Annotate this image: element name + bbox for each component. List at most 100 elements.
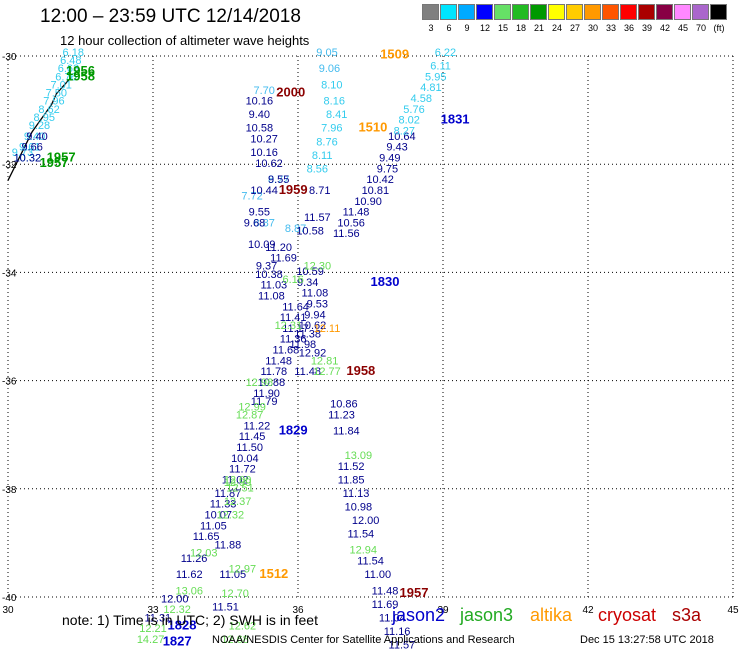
wave-height-value: 9.40 xyxy=(26,131,47,143)
wave-height-value: 5.76 xyxy=(403,104,424,116)
colorbar-swatch xyxy=(674,4,691,20)
colorbar-swatch xyxy=(512,4,529,20)
wave-height-value: 12.32 xyxy=(217,510,245,522)
wave-height-value: 10.16 xyxy=(250,147,278,159)
x-tick-label: 39 xyxy=(437,605,449,616)
wave-height-value: 11.84 xyxy=(333,426,360,438)
colorbar-swatch xyxy=(494,4,511,20)
colorbar-label: 33 xyxy=(605,23,616,33)
wave-height-value: 8.62 xyxy=(38,104,59,116)
colorbar-swatch xyxy=(566,4,583,20)
y-tick-label: -32 xyxy=(2,160,17,171)
wave-height-value: 9.40 xyxy=(24,131,45,143)
colorbar-label: 24 xyxy=(551,23,562,33)
wave-height-value: 11.79 xyxy=(251,396,278,408)
colorbar-label: 27 xyxy=(569,23,580,33)
satellite-jason3: jason3 xyxy=(460,605,514,625)
wave-height-value: 12.51 xyxy=(226,483,254,495)
wave-height-value: 12.87 xyxy=(236,409,264,421)
colorbar-label: 70 xyxy=(695,23,706,33)
colorbar-legend: 3 6 9 12 15 18 21 24 27 30 33 36 39 42 45 70 (ft) xyxy=(422,4,728,38)
wave-height-value: 9.37 xyxy=(256,261,277,273)
wave-height-value: 12.97 xyxy=(229,564,257,576)
wave-height-value: 11.57 xyxy=(389,639,416,650)
pass-time-label: 1829 xyxy=(279,423,308,438)
wave-height-value: 11.00 xyxy=(364,569,391,581)
wave-height-value: 8.71 xyxy=(309,185,330,197)
colorbar-swatch xyxy=(692,4,709,20)
wave-height-value: 10.44 xyxy=(250,185,278,197)
wave-height-value: 8.56 xyxy=(307,163,328,175)
wave-height-value: 7.01 xyxy=(50,79,71,91)
wave-height-value: 12.00 xyxy=(352,515,380,527)
wave-height-value: 9.34 xyxy=(297,277,318,289)
pass-time-label: 1958 xyxy=(66,68,95,83)
wave-height-value: 8.87 xyxy=(285,223,306,235)
wave-height-value: 9.28 xyxy=(29,120,50,132)
wave-height-value: 14.27 xyxy=(137,634,165,646)
wave-height-value: 10.58 xyxy=(296,226,324,238)
footer-source: NOAA/NESDIS Center for Satellite Applica… xyxy=(212,634,515,646)
wave-height-value: 11.87 xyxy=(215,488,242,500)
wave-height-value: 9.55 xyxy=(268,174,289,186)
pass-time-label: 1830 xyxy=(371,274,400,289)
wave-height-value: 11.33 xyxy=(210,499,237,511)
wave-height-value: 10.38 xyxy=(255,269,283,281)
colorbar-label: 36 xyxy=(623,23,634,33)
pass-time-label: 1509 xyxy=(380,47,409,62)
wave-height-value: 10.88 xyxy=(258,377,286,389)
wave-height-value: 9.73 xyxy=(12,147,33,159)
pass-time-label: 1957 xyxy=(39,155,68,170)
wave-height-value: 12.68 xyxy=(221,634,249,646)
y-tick-label: -38 xyxy=(2,485,17,496)
wave-height-value: 12.81 xyxy=(311,355,339,367)
wave-height-value: 10.98 xyxy=(345,501,373,513)
wave-height-value: 9.66 xyxy=(21,142,42,154)
wave-height-value: 11.23 xyxy=(328,409,355,421)
wave-height-value: 11.68 xyxy=(273,345,300,357)
wave-height-value: 7.50 xyxy=(46,88,67,100)
wave-height-value: 8.95 xyxy=(34,112,55,124)
wave-height-value: 12.11 xyxy=(314,323,341,335)
wave-height-value: 11.50 xyxy=(236,442,263,454)
wave-height-value: 6.11 xyxy=(430,61,451,73)
wave-height-value: 12.99 xyxy=(238,401,266,413)
pass-time-label: 1956 xyxy=(66,63,95,78)
wave-height-value: 11.65 xyxy=(193,531,220,543)
wave-height-value: 11.16 xyxy=(384,626,411,638)
satellite-jason2: jason2 xyxy=(392,605,446,625)
wave-height-value: 9.43 xyxy=(386,142,407,154)
wave-height-value: 11.04 xyxy=(379,612,406,624)
wave-height-value: 12.21 xyxy=(139,623,167,635)
wave-height-value: 12.62 xyxy=(229,620,257,632)
pass-time-label: 1958 xyxy=(346,363,375,378)
wave-height-value: 8.27 xyxy=(394,125,415,137)
colorbar-swatch xyxy=(548,4,565,20)
wave-height-value: 10.27 xyxy=(250,134,278,146)
wave-height-value: 10.04 xyxy=(231,453,259,465)
colorbar-swatch xyxy=(602,4,619,20)
wave-height-value: 6.22 xyxy=(435,47,456,59)
wave-height-value: 12.31 xyxy=(275,320,303,332)
wave-height-value: 11.38 xyxy=(294,328,321,340)
pass-time-label: 1957 xyxy=(47,149,76,164)
pass-time-label: 1831 xyxy=(441,112,470,127)
note-text: note: 1) Time is in UTC; 2) SWH is in fe… xyxy=(62,612,318,628)
y-tick-label: -36 xyxy=(2,377,17,388)
colorbar-swatch xyxy=(584,4,601,20)
wave-height-value: 11.26 xyxy=(181,553,208,565)
colorbar-label: 9 xyxy=(464,23,470,33)
pass-time-label: 1957 xyxy=(400,585,429,600)
wave-height-value: 12.39 xyxy=(224,477,252,489)
wave-height-value: 8.02 xyxy=(398,115,419,127)
wave-height-value: 11.08 xyxy=(302,288,329,300)
wave-height-value: 7.72 xyxy=(241,190,262,202)
wave-height-value: 11.98 xyxy=(289,339,316,351)
wave-height-value: 4.81 xyxy=(420,82,441,94)
wave-height-value: 11.48 xyxy=(294,366,321,378)
wave-height-value: 11.22 xyxy=(244,420,271,432)
wave-height-value: 10.64 xyxy=(388,131,416,143)
satellite-cryosat: cryosat xyxy=(598,605,657,625)
wave-height-value: 10.58 xyxy=(246,123,274,135)
pass-time-label: 1512 xyxy=(259,566,288,581)
